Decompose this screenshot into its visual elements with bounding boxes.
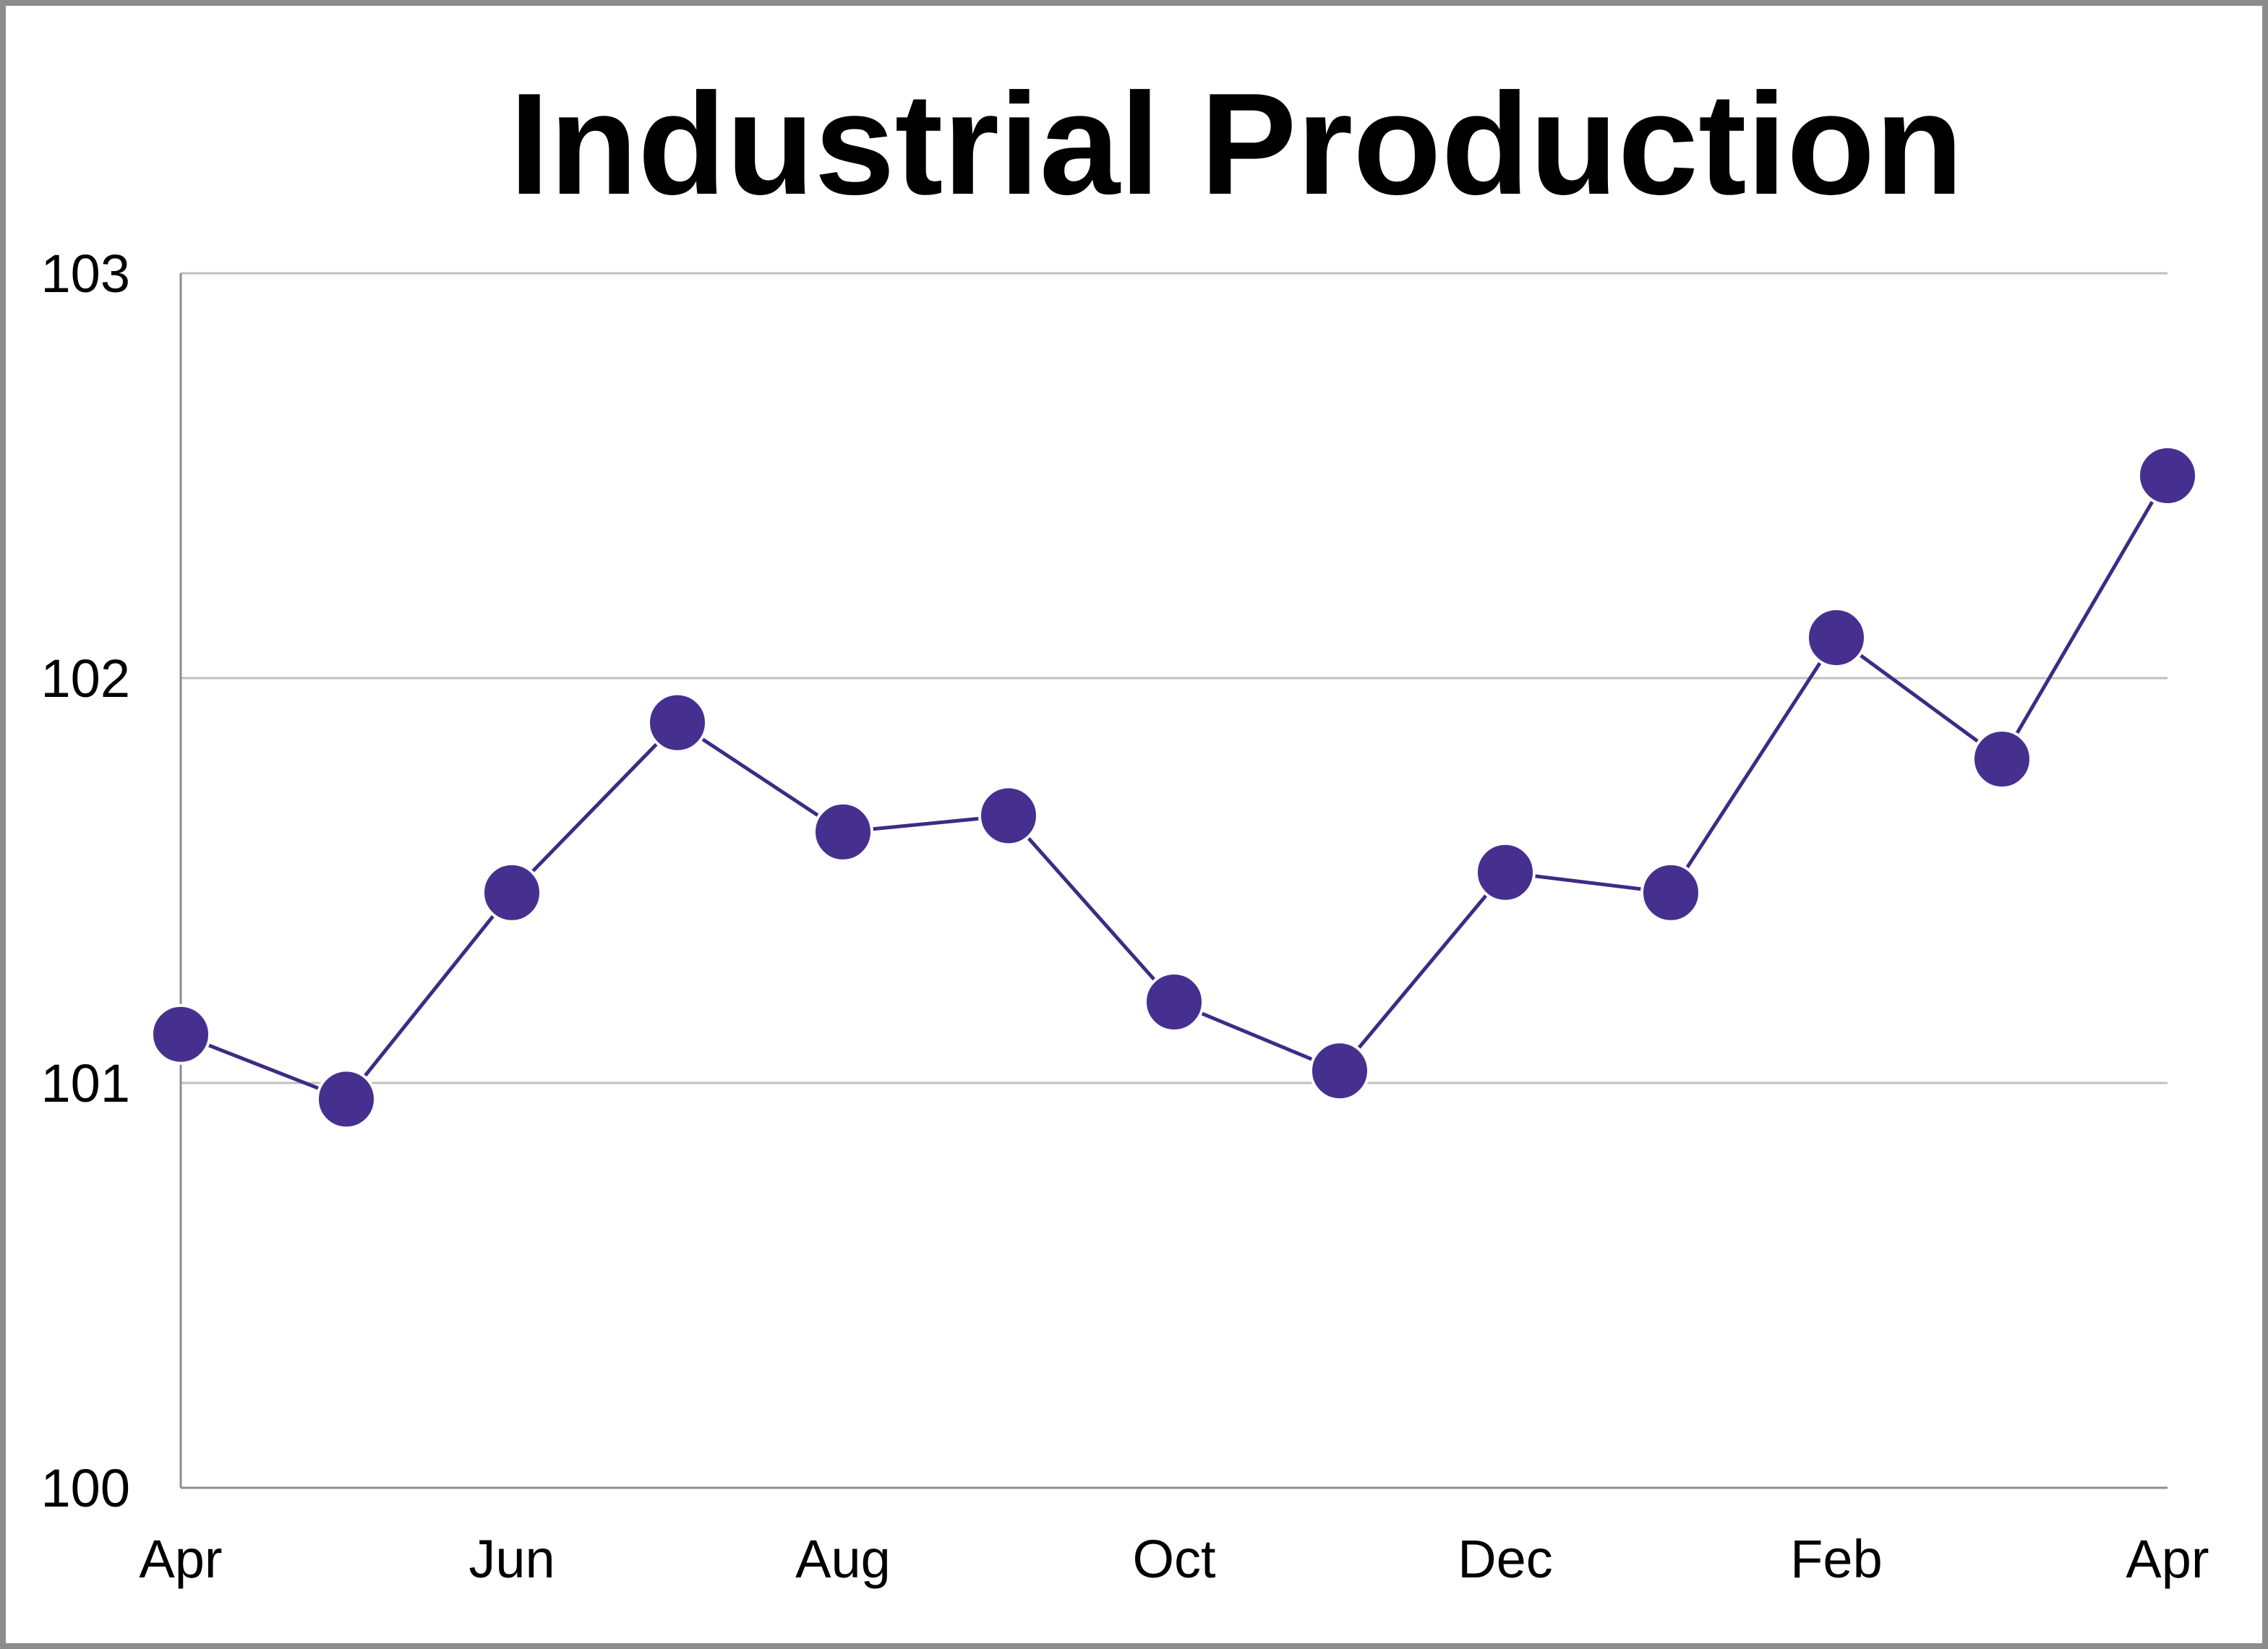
data-point	[647, 692, 708, 753]
data-point	[1972, 729, 2032, 789]
data-point	[1475, 841, 1536, 903]
x-tick-label: Feb	[1790, 1529, 1883, 1589]
y-tick-label: 101	[41, 1053, 130, 1113]
x-tick-label: Aug	[795, 1529, 891, 1589]
y-tick-label: 103	[41, 244, 130, 304]
chart-title: Industrial Production	[509, 64, 1963, 225]
data-point	[482, 862, 542, 923]
axes	[179, 273, 2168, 1489]
x-tick-label: Apr	[139, 1529, 222, 1589]
y-tick-label: 100	[41, 1458, 130, 1518]
data-point	[1806, 607, 1867, 668]
gridlines	[181, 272, 2168, 1084]
data-point	[1640, 862, 1701, 923]
series	[150, 445, 2198, 1130]
data-point	[316, 1068, 377, 1130]
x-axis-ticks: Apr Jun Aug Oct Dec Feb Apr	[139, 1529, 2209, 1589]
y-tick-label: 102	[41, 648, 130, 708]
x-tick-label: Jun	[468, 1529, 555, 1589]
data-point	[1144, 972, 1204, 1032]
x-tick-label: Dec	[1458, 1529, 1553, 1589]
data-point	[1309, 1040, 1370, 1102]
data-point	[2137, 445, 2198, 506]
x-tick-label: Apr	[2126, 1529, 2209, 1589]
data-point	[150, 1003, 211, 1065]
data-point	[978, 785, 1039, 847]
y-axis-ticks: 100 101 102 103	[41, 244, 130, 1518]
x-tick-label: Oct	[1132, 1529, 1216, 1589]
data-point	[813, 801, 873, 862]
